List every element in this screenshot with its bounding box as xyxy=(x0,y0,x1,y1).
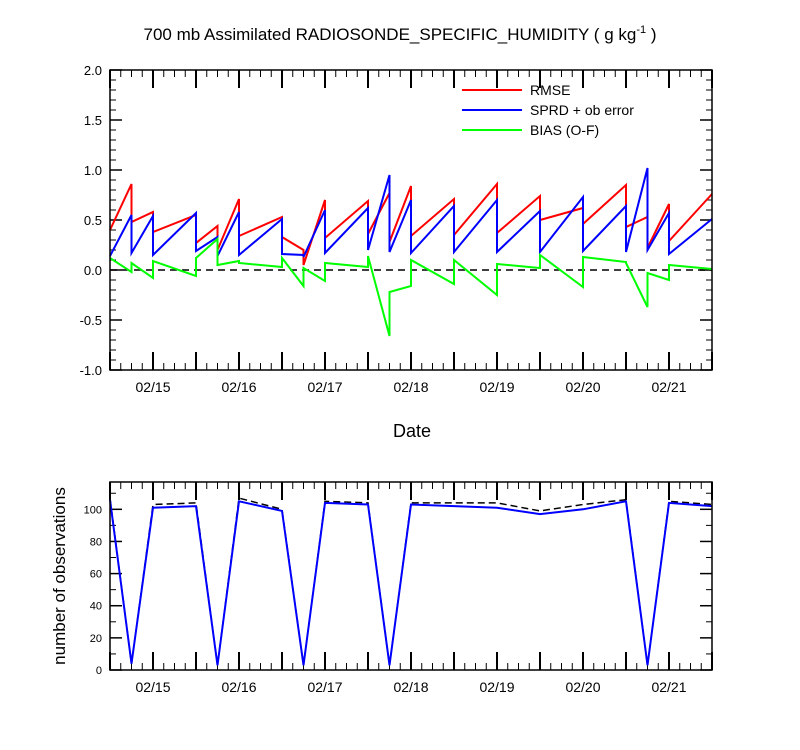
x-tick-label: 02/20 xyxy=(565,679,600,695)
y-tick-label: -1.0 xyxy=(80,363,102,378)
x-tick-label: 02/15 xyxy=(135,379,170,395)
y-tick-label: 2.0 xyxy=(84,63,102,78)
y-tick-label: 0.0 xyxy=(84,263,102,278)
y-tick-label: 0.5 xyxy=(84,213,102,228)
y-tick-label: 0 xyxy=(96,665,102,677)
legend-label: SPRD + ob error xyxy=(530,102,634,118)
chart-title: 700 mb Assimilated RADIOSONDE_SPECIFIC_H… xyxy=(144,24,657,44)
x-tick-label: 02/18 xyxy=(393,379,428,395)
x-tick-label: 02/15 xyxy=(135,679,170,695)
x-tick-label: 02/17 xyxy=(307,679,342,695)
chart-title-end: ) xyxy=(646,25,656,44)
bottom-chart: 02/15 02/16 02/17 02/18 02/19 02/20 02/21 0 20 40… xyxy=(84,481,713,695)
x-tick-label: 02/20 xyxy=(565,379,600,395)
x-tick-label: 02/16 xyxy=(221,379,256,395)
x-tick-label: 02/21 xyxy=(651,679,686,695)
y-tick-label: -0.5 xyxy=(80,313,102,328)
series-line-bias-o-f xyxy=(109,236,713,337)
y-tick-label: 100 xyxy=(84,504,102,516)
bottom-y-axis-label: number of observations xyxy=(50,487,69,665)
y-tick-label: 1.5 xyxy=(84,113,102,128)
y-tick-label: 80 xyxy=(90,536,102,548)
chart-title-superscript: -1 xyxy=(636,24,646,36)
legend-label: RMSE xyxy=(530,82,570,98)
legend-label: BIAS (O-F) xyxy=(530,122,599,138)
x-tick-label: 02/19 xyxy=(479,679,514,695)
x-tick-label: 02/21 xyxy=(651,379,686,395)
series-line-sprd-ob-error xyxy=(109,167,713,258)
top-chart: 02/15 02/16 02/17 02/18 02/19 02/20 02/21 -1.0 -… xyxy=(80,63,713,395)
x-tick-label: 02/18 xyxy=(393,679,428,695)
series-line-obs-possible xyxy=(109,497,713,666)
chart-title-main: 700 mb Assimilated RADIOSONDE_SPECIFIC_H… xyxy=(144,25,637,44)
x-tick-label: 02/19 xyxy=(479,379,514,395)
series-line-obs-assimilated xyxy=(109,499,713,666)
x-tick-label: 02/17 xyxy=(307,379,342,395)
y-tick-label: 40 xyxy=(90,601,102,613)
y-tick-label: 60 xyxy=(90,569,102,581)
x-axis-label: Date xyxy=(393,421,431,441)
x-tick-label: 02/16 xyxy=(221,679,256,695)
legend: RMSE SPRD + ob error BIAS (O-F) xyxy=(462,82,634,138)
plot-frame xyxy=(109,69,713,371)
y-tick-label: 1.0 xyxy=(84,163,102,178)
plot-frame xyxy=(109,481,713,671)
y-tick-label: 20 xyxy=(90,633,102,645)
